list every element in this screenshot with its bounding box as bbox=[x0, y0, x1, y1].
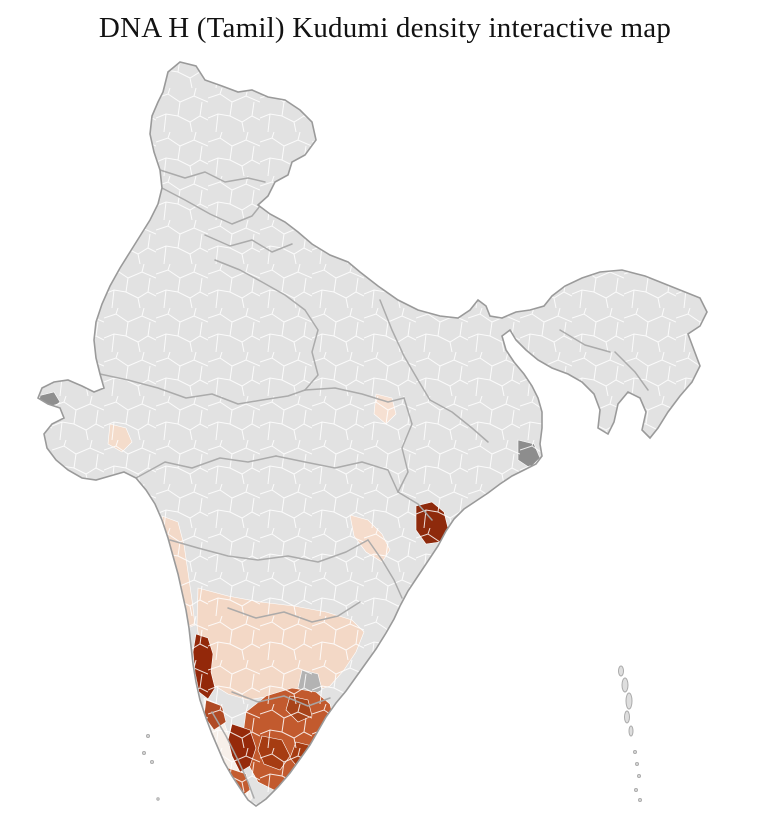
lakshadweep-islands[interactable] bbox=[142, 734, 160, 801]
state-border-line bbox=[169, 539, 369, 563]
state-border-line bbox=[397, 397, 413, 493]
state-border-line bbox=[159, 169, 266, 183]
state-border-line bbox=[304, 387, 405, 403]
state-border-line bbox=[135, 455, 277, 479]
state-border-line bbox=[99, 373, 306, 405]
state-border-line bbox=[204, 234, 293, 253]
india-outline bbox=[37, 61, 708, 807]
state-border-line bbox=[429, 399, 489, 443]
state-border-line bbox=[211, 711, 255, 799]
page-title: DNA H (Tamil) Kudumi density interactive… bbox=[98, 12, 672, 44]
state-border-line bbox=[367, 539, 403, 599]
state-border-line bbox=[214, 259, 319, 391]
state-border-line bbox=[231, 691, 331, 707]
state-border-line bbox=[614, 351, 649, 391]
state-border-line bbox=[397, 491, 433, 521]
state-border-line bbox=[379, 299, 431, 401]
andaman-nicobar-islands[interactable] bbox=[618, 665, 642, 802]
state-border-line bbox=[161, 187, 269, 225]
state-borders bbox=[99, 169, 649, 799]
state-border-line bbox=[559, 329, 611, 353]
state-border-line bbox=[275, 455, 399, 493]
state-border-line bbox=[227, 601, 361, 623]
